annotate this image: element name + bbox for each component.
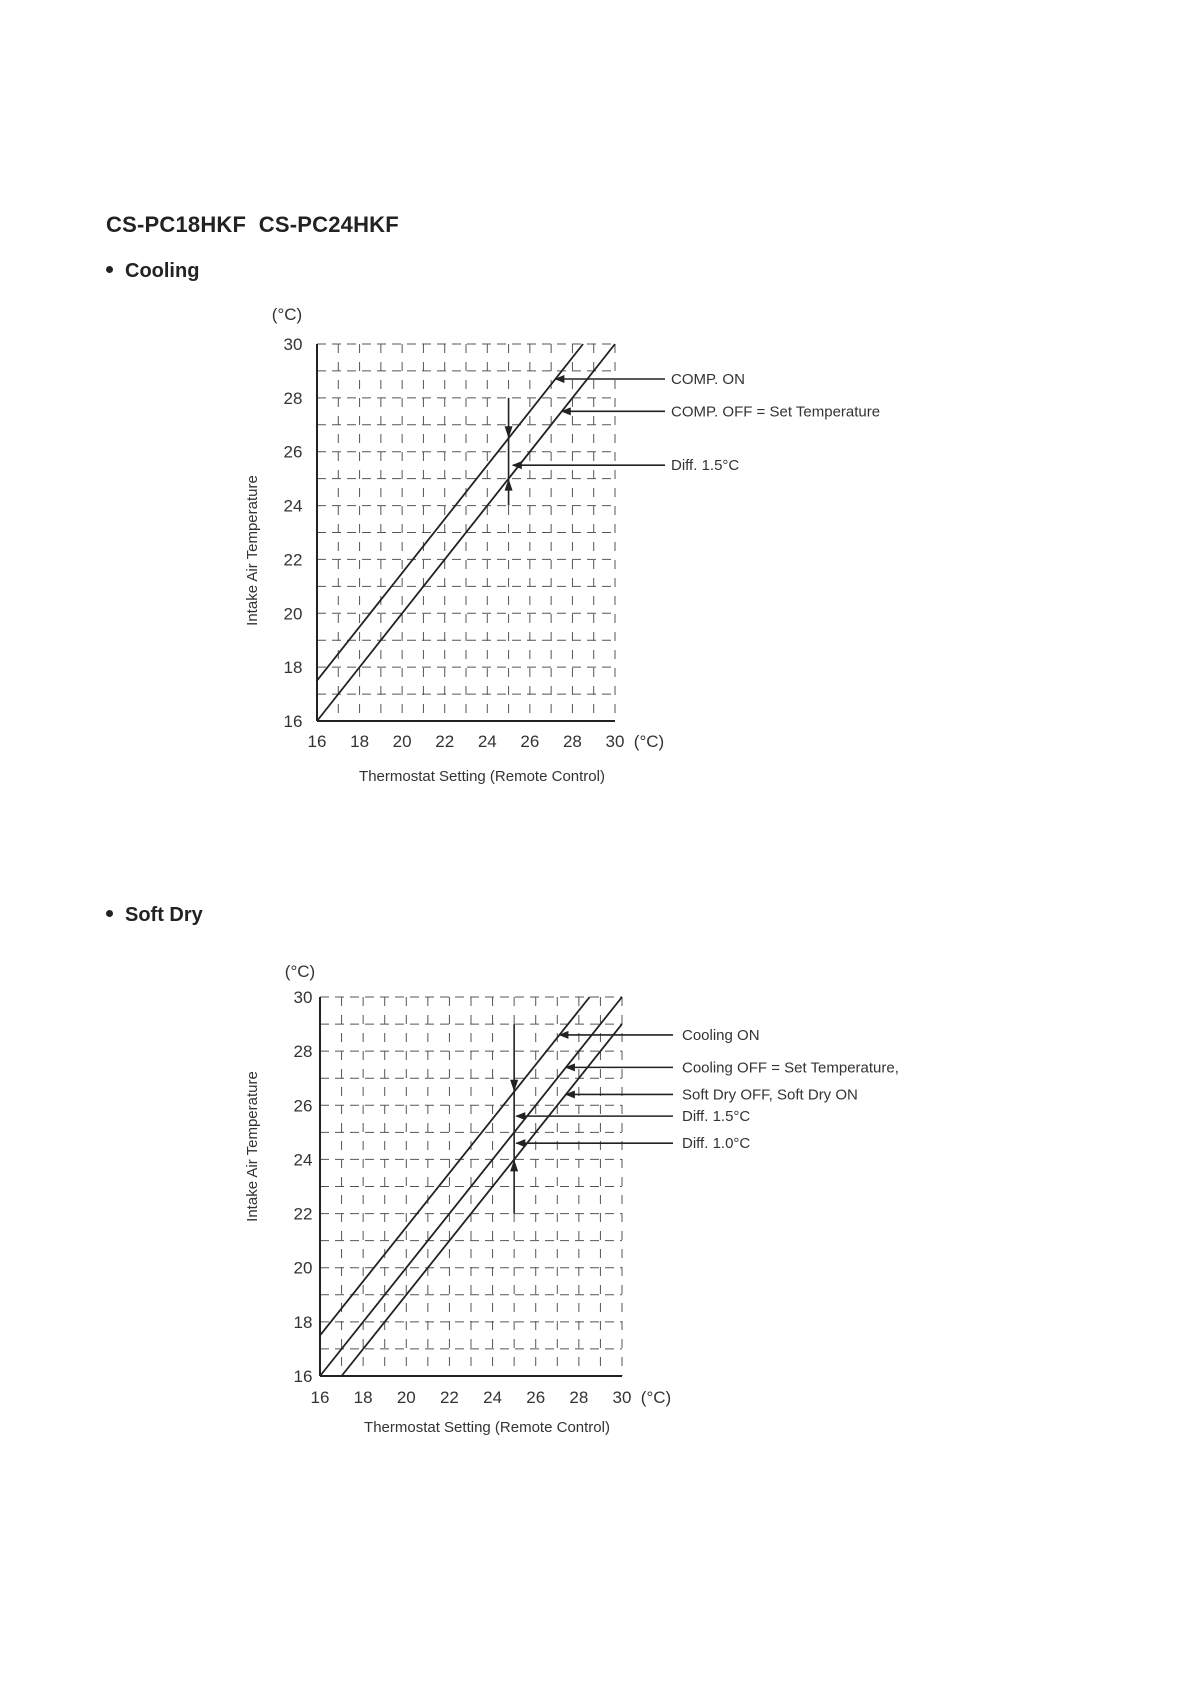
section-cooling: Cooling [106, 260, 199, 283]
x-tick-label: 30 [606, 732, 625, 751]
x-tick-label: 20 [393, 732, 412, 751]
y-tick-label: 18 [284, 658, 303, 677]
y-tick-label: 30 [284, 335, 303, 354]
arrow-down-icon [504, 426, 513, 439]
page-title: CS-PC18HKF CS-PC24HKF [106, 212, 399, 237]
bullet-icon [106, 910, 113, 918]
annotation-label: Diff. 1.5°C [682, 1108, 750, 1125]
x-tick-label: 16 [311, 1388, 330, 1407]
y-unit-label: (°C) [272, 305, 302, 324]
y-tick-label: 16 [294, 1367, 313, 1386]
arrow-up-icon [510, 1159, 519, 1172]
series-line [319, 996, 623, 1377]
series-line [319, 996, 591, 1336]
y-tick-label: 20 [284, 604, 303, 623]
x-tick-label: 24 [483, 1388, 502, 1407]
x-tick-label: 24 [478, 732, 497, 751]
x-tick-label: 26 [526, 1388, 545, 1407]
x-axis-title: Thermostat Setting (Remote Control) [359, 768, 605, 785]
series-line [340, 1023, 623, 1377]
y-tick-label: 26 [294, 1096, 313, 1115]
annotation-label: Soft Dry OFF, Soft Dry ON [682, 1086, 858, 1103]
x-tick-label: 26 [520, 732, 539, 751]
y-tick-label: 24 [294, 1150, 313, 1169]
x-tick-label: 22 [435, 732, 454, 751]
bullet-icon [106, 266, 113, 274]
section-soft-dry: Soft Dry [106, 904, 203, 927]
arrow-up-icon [504, 478, 513, 491]
y-tick-label: 20 [294, 1259, 313, 1278]
y-tick-label: 30 [294, 988, 313, 1007]
y-tick-label: 22 [284, 550, 303, 569]
section-label: Soft Dry [125, 904, 203, 926]
annotation-label: Diff. 1.5°C [671, 457, 739, 474]
x-tick-label: 20 [397, 1388, 416, 1407]
y-tick-label: 16 [284, 712, 303, 731]
annotation-label: Diff. 1.0°C [682, 1135, 750, 1152]
y-tick-label: 28 [284, 389, 303, 408]
x-tick-label: 28 [563, 732, 582, 751]
y-tick-label: 24 [284, 497, 303, 516]
y-tick-label: 26 [284, 443, 303, 462]
y-unit-label: (°C) [285, 962, 315, 981]
annotation-label: Cooling OFF = Set Temperature, [682, 1059, 899, 1076]
series-line [316, 343, 616, 722]
annotation-label: COMP. OFF = Set Temperature [671, 403, 880, 420]
section-label: Cooling [125, 260, 200, 282]
annotation-label: COMP. ON [671, 371, 745, 388]
x-tick-label: 22 [440, 1388, 459, 1407]
annotation-label: Cooling ON [682, 1027, 760, 1044]
x-tick-label: 18 [350, 732, 369, 751]
x-tick-label: 16 [308, 732, 327, 751]
y-axis-title: Intake Air Temperature [244, 475, 261, 626]
x-tick-label: 28 [569, 1388, 588, 1407]
series-line [316, 343, 584, 682]
x-tick-label: 30 [613, 1388, 632, 1407]
chart-cooling: 16 18 20 22 24 26 28 30 16 18 20 22 24 26 28 30 (°C) (°C)… [244, 305, 880, 785]
x-axis-title: Thermostat Setting (Remote Control) [364, 1419, 610, 1436]
y-tick-label: 28 [294, 1042, 313, 1061]
x-tick-label: 18 [354, 1388, 373, 1407]
arrow-down-icon [510, 1079, 519, 1092]
x-unit-label: (°C) [634, 732, 664, 751]
chart-soft-dry: 16 18 20 22 24 26 28 30 16 18 20 22 24 26 28 30 (°C) (°C)… [244, 962, 899, 1436]
y-tick-label: 18 [294, 1313, 313, 1332]
y-axis-title: Intake Air Temperature [244, 1071, 261, 1222]
y-tick-label: 22 [294, 1205, 313, 1224]
x-unit-label: (°C) [641, 1388, 671, 1407]
